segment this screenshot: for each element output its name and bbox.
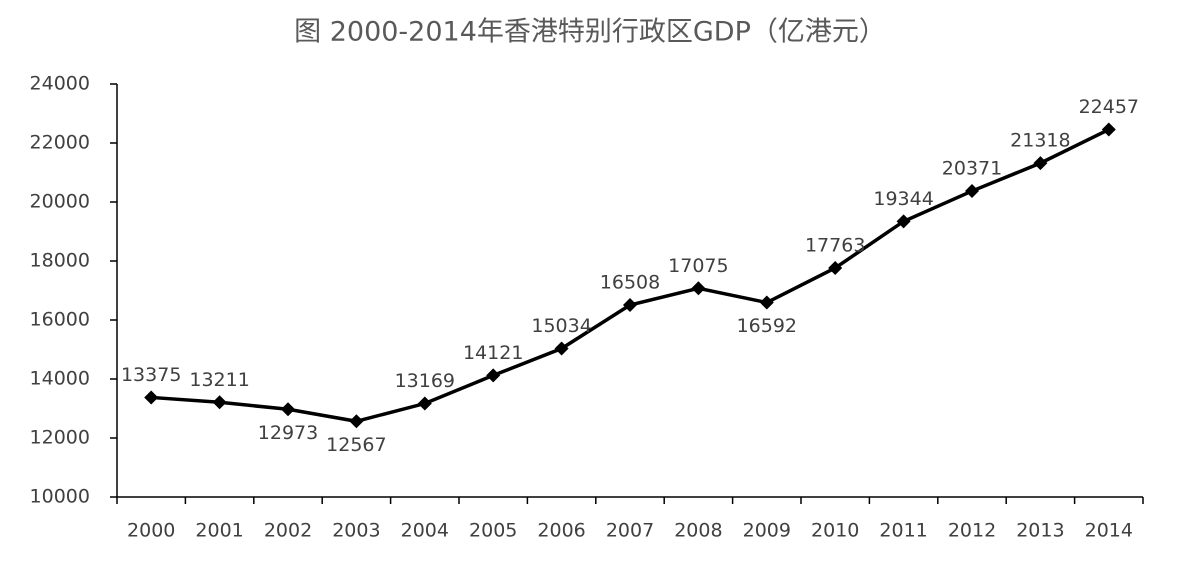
data-label: 12567 <box>326 434 386 456</box>
x-tick-label: 2006 <box>537 520 585 542</box>
marker <box>1101 122 1116 137</box>
x-tick-label: 2005 <box>469 520 517 542</box>
marker <box>349 414 364 429</box>
y-tick-label: 12000 <box>30 427 90 449</box>
data-label: 16508 <box>600 272 660 294</box>
data-label: 21318 <box>1010 130 1070 152</box>
data-label: 16592 <box>737 315 797 337</box>
x-tick-label: 2013 <box>1016 520 1064 542</box>
y-tick-label: 14000 <box>30 368 90 390</box>
data-label: 20371 <box>942 158 1002 180</box>
marker <box>623 298 637 313</box>
data-label: 13375 <box>121 364 181 386</box>
data-label: 19344 <box>873 188 933 210</box>
marker <box>486 368 501 383</box>
y-tick-label: 20000 <box>30 191 90 213</box>
data-label: 17075 <box>668 255 728 277</box>
x-tick-label: 2002 <box>264 520 312 542</box>
marker <box>1033 156 1048 171</box>
marker <box>759 295 774 310</box>
marker <box>144 390 159 405</box>
x-tick-label: 2008 <box>674 520 722 542</box>
y-tick-label: 18000 <box>30 250 90 272</box>
x-tick-label: 2014 <box>1085 520 1133 542</box>
data-label: 17763 <box>805 234 865 256</box>
marker <box>281 402 295 417</box>
data-label: 12973 <box>258 422 318 444</box>
marker <box>965 184 979 199</box>
y-tick-label: 10000 <box>30 486 90 508</box>
x-tick-label: 2009 <box>743 520 791 542</box>
data-label: 14121 <box>463 342 523 364</box>
x-tick-label: 2004 <box>401 520 449 542</box>
marker <box>828 260 843 275</box>
data-label: 15034 <box>531 315 591 337</box>
x-tick-label: 2012 <box>948 520 996 542</box>
data-label: 13169 <box>395 370 455 392</box>
x-tick-label: 2010 <box>811 520 859 542</box>
x-tick-label: 2003 <box>332 520 380 542</box>
y-tick-label: 22000 <box>30 132 90 154</box>
marker <box>691 281 706 296</box>
x-tick-label: 2000 <box>127 520 175 542</box>
x-tick-label: 2001 <box>195 520 243 542</box>
data-label: 13211 <box>189 369 249 391</box>
x-tick-label: 2007 <box>606 520 654 542</box>
y-tick-label: 24000 <box>30 73 90 95</box>
marker <box>212 395 227 410</box>
marker <box>417 396 432 411</box>
x-tick-label: 2011 <box>879 520 927 542</box>
y-tick-label: 16000 <box>30 309 90 331</box>
marker <box>554 341 569 356</box>
data-label: 22457 <box>1079 96 1139 118</box>
chart-title: 图 2000-2014年香港特别行政区GDP（亿港元） <box>294 17 886 48</box>
marker <box>896 214 911 229</box>
